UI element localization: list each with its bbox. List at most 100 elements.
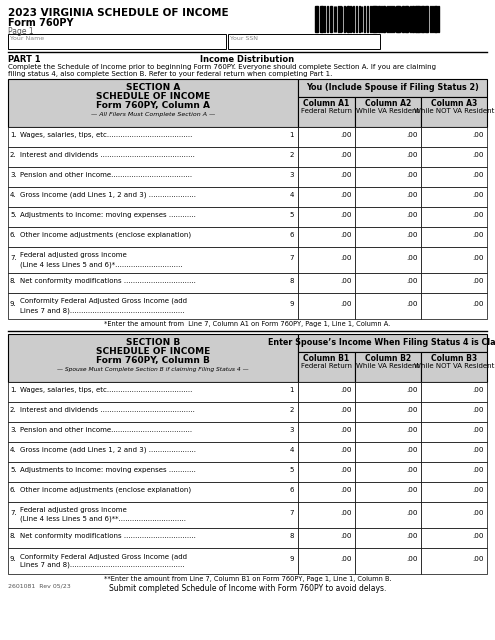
Text: Enter Spouse’s Income When Filing Status 4 is Claimed: Enter Spouse’s Income When Filing Status… <box>268 338 495 347</box>
Bar <box>421 502 487 528</box>
Text: SECTION A: SECTION A <box>126 83 180 92</box>
Text: 5.: 5. <box>10 467 17 473</box>
Text: While VA Resident: While VA Resident <box>356 363 420 369</box>
Text: .00: .00 <box>406 556 418 562</box>
Text: 2.: 2. <box>10 407 17 413</box>
Bar <box>410 6 411 32</box>
Text: .00: .00 <box>473 533 484 539</box>
Text: .00: .00 <box>406 533 418 539</box>
Text: Column B2: Column B2 <box>365 354 411 363</box>
Bar <box>391 6 392 32</box>
Text: — All Filers Must Complete Section A —: — All Filers Must Complete Section A — <box>91 112 215 117</box>
Bar <box>418 6 420 32</box>
Bar <box>423 6 424 32</box>
Bar <box>315 6 317 32</box>
Text: 8: 8 <box>290 533 294 539</box>
Bar <box>353 6 354 32</box>
Bar <box>317 6 318 32</box>
Text: .00: .00 <box>341 255 352 261</box>
Text: Interest and dividends ..........................................: Interest and dividends .................… <box>20 407 195 413</box>
Bar <box>396 6 398 32</box>
Text: .00: .00 <box>341 467 352 473</box>
Text: SCHEDULE OF INCOME: SCHEDULE OF INCOME <box>96 92 210 101</box>
Bar <box>430 6 431 32</box>
Bar <box>8 442 298 462</box>
Bar <box>298 207 355 227</box>
Bar <box>421 442 487 462</box>
Bar <box>355 187 421 207</box>
Text: (Line 4 less Lines 5 and 6)**..............................: (Line 4 less Lines 5 and 6)**...........… <box>20 516 186 522</box>
Bar <box>8 402 298 422</box>
Text: .00: .00 <box>473 467 484 473</box>
Bar <box>398 6 400 32</box>
Text: Column A1: Column A1 <box>303 99 349 108</box>
Bar <box>335 6 336 32</box>
Text: 5: 5 <box>290 212 294 218</box>
Bar <box>355 293 421 319</box>
Bar <box>298 442 355 462</box>
Bar <box>8 334 298 382</box>
Text: .00: .00 <box>406 172 418 178</box>
Bar <box>355 207 421 227</box>
Bar <box>375 6 377 32</box>
Text: .00: .00 <box>406 212 418 218</box>
Bar <box>8 293 298 319</box>
Text: Conformity Federal Adjusted Gross Income (add: Conformity Federal Adjusted Gross Income… <box>20 553 187 559</box>
Text: Other income adjustments (enclose explanation): Other income adjustments (enclose explan… <box>20 487 191 493</box>
Bar <box>298 352 355 382</box>
Bar <box>298 247 355 273</box>
Bar <box>355 422 421 442</box>
Bar <box>8 502 298 528</box>
Text: 5.: 5. <box>10 212 17 218</box>
Text: .00: .00 <box>473 301 484 307</box>
Bar <box>421 227 487 247</box>
Bar <box>355 528 421 548</box>
Text: 7.: 7. <box>10 510 17 516</box>
Text: 6: 6 <box>290 487 294 493</box>
Bar <box>421 207 487 227</box>
Bar <box>421 462 487 482</box>
Text: Form 760PY: Form 760PY <box>8 18 73 28</box>
Text: Submit completed Schedule of Income with Form 760PY to avoid delays.: Submit completed Schedule of Income with… <box>109 584 386 593</box>
Text: *Enter the amount from  Line 7, Column A1 on Form 760PY, Page 1, Line 1, Column : *Enter the amount from Line 7, Column A1… <box>104 321 391 327</box>
Text: Pension and other income....................................: Pension and other income................… <box>20 427 192 433</box>
Bar <box>298 147 355 167</box>
Bar <box>8 382 298 402</box>
Text: Column A3: Column A3 <box>431 99 477 108</box>
Bar <box>298 273 355 293</box>
Text: 8.: 8. <box>10 533 17 539</box>
Bar <box>322 6 323 32</box>
Bar <box>421 247 487 273</box>
Text: Lines 7 and 8)...................................................: Lines 7 and 8)..........................… <box>20 307 185 314</box>
Text: 5: 5 <box>290 467 294 473</box>
Text: Federal Return: Federal Return <box>301 363 352 369</box>
Text: .00: .00 <box>341 427 352 433</box>
Bar <box>8 127 298 147</box>
Bar <box>355 227 421 247</box>
Text: filing status 4, also complete Section B. Refer to your federal return when comp: filing status 4, also complete Section B… <box>8 71 332 77</box>
Bar <box>8 548 298 574</box>
Text: .00: .00 <box>406 152 418 158</box>
Text: .00: .00 <box>406 510 418 516</box>
Text: 3: 3 <box>290 172 294 178</box>
Text: .00: .00 <box>473 407 484 413</box>
Bar <box>298 482 355 502</box>
Text: Pension and other income....................................: Pension and other income................… <box>20 172 192 178</box>
Bar <box>374 6 375 32</box>
Text: .00: .00 <box>341 510 352 516</box>
Bar <box>421 273 487 293</box>
Text: Lines 7 and 8)...................................................: Lines 7 and 8)..........................… <box>20 562 185 568</box>
Bar <box>298 382 355 402</box>
Text: .00: .00 <box>406 301 418 307</box>
Text: .00: .00 <box>341 278 352 284</box>
Text: Federal adjusted gross income: Federal adjusted gross income <box>20 507 127 513</box>
Text: 3.: 3. <box>10 172 17 178</box>
Bar <box>421 352 487 382</box>
Bar <box>355 402 421 422</box>
Text: 9.: 9. <box>10 301 17 307</box>
Text: Net conformity modifications ................................: Net conformity modifications ...........… <box>20 278 196 284</box>
Text: 1: 1 <box>290 387 294 393</box>
Bar <box>8 34 226 49</box>
Text: 3.: 3. <box>10 427 17 433</box>
Text: **Enter the amount from Line 7, Column B1 on Form 760PY, Page 1, Line 1, Column : **Enter the amount from Line 7, Column B… <box>103 576 392 582</box>
